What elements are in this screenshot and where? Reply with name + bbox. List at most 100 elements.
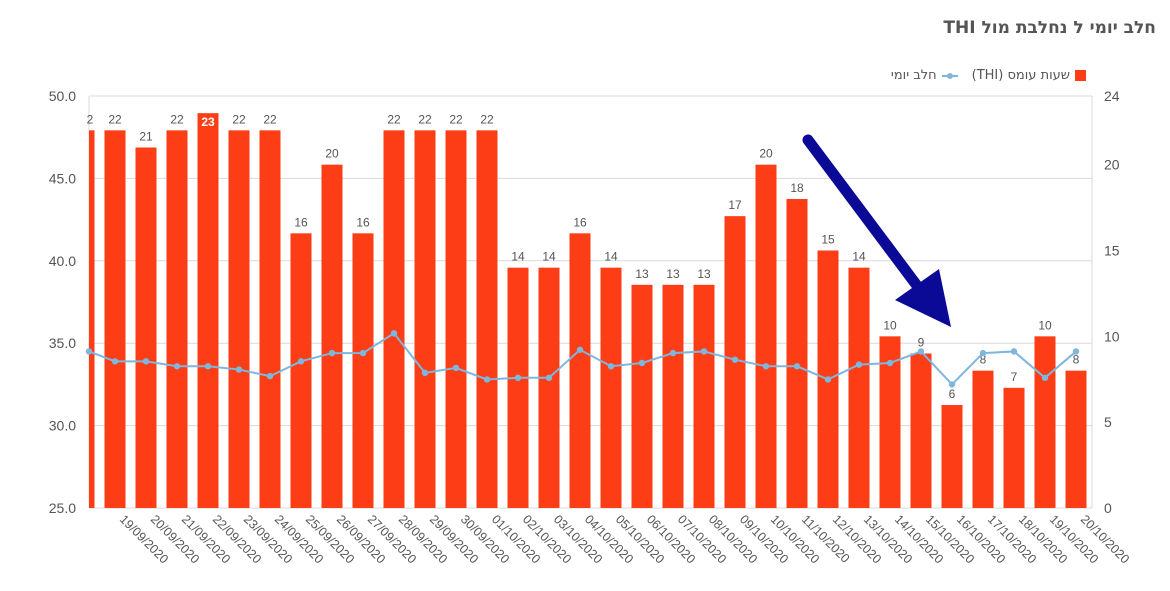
bar xyxy=(321,164,343,508)
bar-value-label: 13 xyxy=(635,267,649,281)
line-point xyxy=(576,346,584,353)
line-point xyxy=(886,359,894,367)
bar-value-label: 22 xyxy=(108,112,122,126)
legend-line-swatch xyxy=(941,72,958,79)
bar-value-label: 18 xyxy=(790,181,804,195)
bar xyxy=(941,405,963,508)
y-left-tick-label: 25.0 xyxy=(49,500,76,516)
line-point xyxy=(917,348,925,355)
bar xyxy=(972,370,994,508)
bar-value-label: 16 xyxy=(573,215,587,229)
line-point xyxy=(266,372,274,380)
bar-value-label: 13 xyxy=(697,267,711,281)
bar-value-label: 14 xyxy=(542,250,556,264)
line-point xyxy=(235,366,243,373)
bar-value-label: 2 xyxy=(87,112,94,126)
bar xyxy=(352,233,374,509)
line-point xyxy=(390,330,398,337)
bar-value-label: 7 xyxy=(1011,370,1018,384)
line-point xyxy=(421,369,429,377)
y-left-tick-label: 40.0 xyxy=(49,253,76,269)
bar xyxy=(786,199,808,508)
bar xyxy=(135,147,157,508)
bar xyxy=(910,353,932,508)
line-point xyxy=(607,363,615,370)
line-point xyxy=(731,356,739,363)
line-point xyxy=(793,363,801,370)
line-point xyxy=(142,358,150,365)
bar-value-label: 15 xyxy=(821,233,835,247)
bar xyxy=(600,267,622,508)
legend-bars-label: שעות עומס (THI) xyxy=(971,68,1070,83)
y-right-tick-label: 15 xyxy=(1104,243,1120,259)
bar-value-label: 17 xyxy=(728,198,742,212)
bar xyxy=(228,130,250,509)
y-left-tick-label: 45.0 xyxy=(49,170,76,186)
y-right-tick-label: 24 xyxy=(1104,88,1120,104)
arrow-annotation xyxy=(802,134,951,327)
line-point xyxy=(855,361,863,368)
y-left-tick-label: 50.0 xyxy=(49,88,76,104)
bar-value-label: 22 xyxy=(263,112,277,126)
bar xyxy=(383,130,405,509)
bar-value-label: 13 xyxy=(666,267,680,281)
bar-value-label: 10 xyxy=(883,318,897,332)
line-point xyxy=(700,348,708,355)
bar xyxy=(848,267,870,508)
legend-line-label: חלב יומי xyxy=(890,68,937,83)
bar-value-label: 16 xyxy=(356,215,370,229)
line-point xyxy=(173,363,181,370)
y-right-tick-label: 5 xyxy=(1104,414,1112,430)
bar-value-label: 6 xyxy=(949,387,956,401)
bar xyxy=(879,336,901,508)
line-point xyxy=(1010,348,1018,355)
chart-title: חלב יומי ל נחלבת מול THI xyxy=(943,18,1156,38)
legend-item-line[interactable]: חלב יומי xyxy=(891,68,958,83)
line-point xyxy=(85,348,93,355)
bar xyxy=(1034,336,1056,508)
bar xyxy=(197,113,219,509)
bar xyxy=(445,130,467,509)
bar-value-label: 16 xyxy=(294,215,308,229)
bar xyxy=(290,233,312,509)
y-right-tick-label: 0 xyxy=(1104,500,1112,516)
bar-value-label: 22 xyxy=(387,112,401,126)
bar xyxy=(89,130,95,509)
bar-value-label: 8 xyxy=(1073,353,1080,367)
line-point xyxy=(1072,348,1080,355)
bar xyxy=(259,130,281,509)
bar xyxy=(631,284,653,508)
bar-value-label: 20 xyxy=(325,147,339,161)
bar-value-label: 20 xyxy=(759,147,773,161)
bar-value-label: 14 xyxy=(604,250,618,264)
bar-value-label: 21 xyxy=(139,130,153,144)
line-point xyxy=(948,381,956,388)
line-point xyxy=(514,374,522,382)
bar-value-label: 22 xyxy=(232,112,246,126)
line-point xyxy=(297,358,305,365)
bar xyxy=(1003,387,1025,508)
bar-value-label: 22 xyxy=(170,112,184,126)
bar xyxy=(662,284,684,508)
y-left-tick-label: 30.0 xyxy=(49,418,76,434)
line-point xyxy=(204,363,212,370)
bar xyxy=(538,267,560,508)
bar-value-label: 10 xyxy=(1038,318,1052,332)
bar xyxy=(476,130,498,509)
bar-value-label: 22 xyxy=(449,112,463,126)
y-right-tick-label: 10 xyxy=(1104,328,1120,344)
bar xyxy=(507,267,529,508)
bar xyxy=(693,284,715,508)
line-point xyxy=(452,364,460,372)
line-point xyxy=(359,349,367,357)
line-point xyxy=(979,349,987,357)
line-point xyxy=(638,359,646,367)
line-point xyxy=(762,363,770,370)
bar xyxy=(166,130,188,509)
bar-series xyxy=(89,113,1087,509)
bar xyxy=(104,130,126,509)
bar xyxy=(1065,370,1087,508)
bar-value-label: 8 xyxy=(980,353,987,367)
legend-item-bars[interactable]: שעות עומס (THI) xyxy=(972,68,1086,83)
